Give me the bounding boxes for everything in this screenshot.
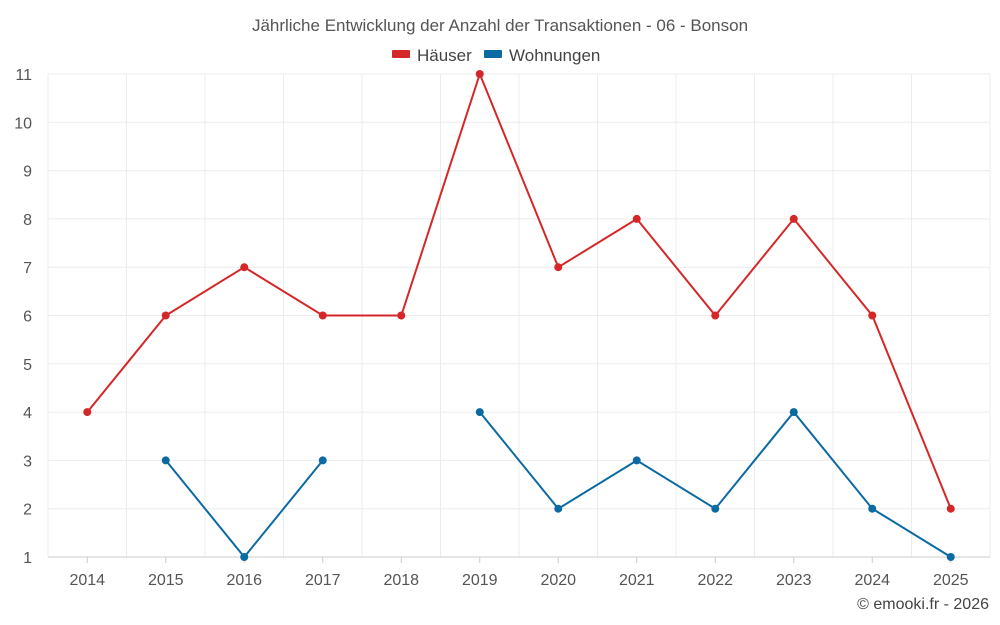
x-tick-label: 2025 xyxy=(933,572,969,589)
x-tick-label: 2024 xyxy=(854,572,890,589)
legend: Häuser Wohnungen xyxy=(392,46,600,65)
data-point[interactable] xyxy=(946,504,955,513)
data-point[interactable] xyxy=(554,504,563,513)
legend-label-wohnungen: Wohnungen xyxy=(509,46,600,65)
data-point[interactable] xyxy=(240,263,249,272)
x-tick-label: 2021 xyxy=(619,572,655,589)
y-tick-label: 6 xyxy=(23,309,32,326)
data-point[interactable] xyxy=(318,311,327,320)
legend-item-haeuser[interactable]: Häuser xyxy=(392,46,472,65)
data-point[interactable] xyxy=(711,311,720,320)
series-haeuser xyxy=(83,70,955,513)
data-point[interactable] xyxy=(161,311,170,320)
grid xyxy=(47,73,991,557)
y-tick-label: 11 xyxy=(15,67,32,84)
series-line xyxy=(479,410,952,558)
y-tick-label: 3 xyxy=(23,453,32,470)
axes: 1 2 3 4 5 6 7 8 9 10 11 2014 2015 2016 2017 2018 2019 202… xyxy=(14,67,990,589)
data-point[interactable] xyxy=(868,311,877,320)
y-tick-label: 9 xyxy=(23,164,32,181)
x-tick-label: 2018 xyxy=(383,572,419,589)
y-tick-label: 5 xyxy=(23,357,32,374)
y-tick-label: 4 xyxy=(23,405,32,422)
data-point[interactable] xyxy=(789,214,798,223)
series-wohnungen xyxy=(161,408,955,561)
x-tick-label: 2019 xyxy=(462,572,498,589)
data-point[interactable] xyxy=(789,408,798,417)
data-point[interactable] xyxy=(83,408,92,417)
data-point[interactable] xyxy=(554,263,563,272)
data-point[interactable] xyxy=(318,456,327,465)
data-point[interactable] xyxy=(711,504,720,513)
data-point[interactable] xyxy=(868,504,877,513)
data-point[interactable] xyxy=(475,70,484,78)
x-tick-label: 2017 xyxy=(305,572,341,589)
y-tick-label: 1 xyxy=(23,550,32,567)
y-tick-label: 2 xyxy=(23,502,32,519)
series xyxy=(83,70,955,561)
legend-label-haeuser: Häuser xyxy=(417,46,472,65)
data-point[interactable] xyxy=(161,456,170,465)
legend-swatch-wohnungen xyxy=(484,50,502,58)
x-tick-label: 2016 xyxy=(226,572,262,589)
data-point[interactable] xyxy=(397,311,406,320)
series-line xyxy=(86,71,952,510)
y-tick-label: 8 xyxy=(23,212,32,229)
data-point[interactable] xyxy=(240,553,249,561)
data-point[interactable] xyxy=(946,553,955,561)
y-tick-label: 7 xyxy=(23,260,32,277)
legend-swatch-haeuser xyxy=(392,50,410,58)
chart-title: Jährliche Entwicklung der Anzahl der Tra… xyxy=(252,16,748,35)
y-tick-label: 10 xyxy=(14,115,32,132)
data-point[interactable] xyxy=(475,408,484,417)
footer-credit: © emooki.fr - 2026 xyxy=(857,596,989,613)
x-tick-label: 2022 xyxy=(697,572,733,589)
legend-item-wohnungen[interactable]: Wohnungen xyxy=(484,46,600,65)
x-tick-label: 2023 xyxy=(776,572,812,589)
data-point[interactable] xyxy=(632,456,641,465)
data-point[interactable] xyxy=(632,214,641,223)
x-tick-label: 2014 xyxy=(69,572,105,589)
x-tick-label: 2020 xyxy=(540,572,576,589)
x-tick-label: 2015 xyxy=(148,572,184,589)
